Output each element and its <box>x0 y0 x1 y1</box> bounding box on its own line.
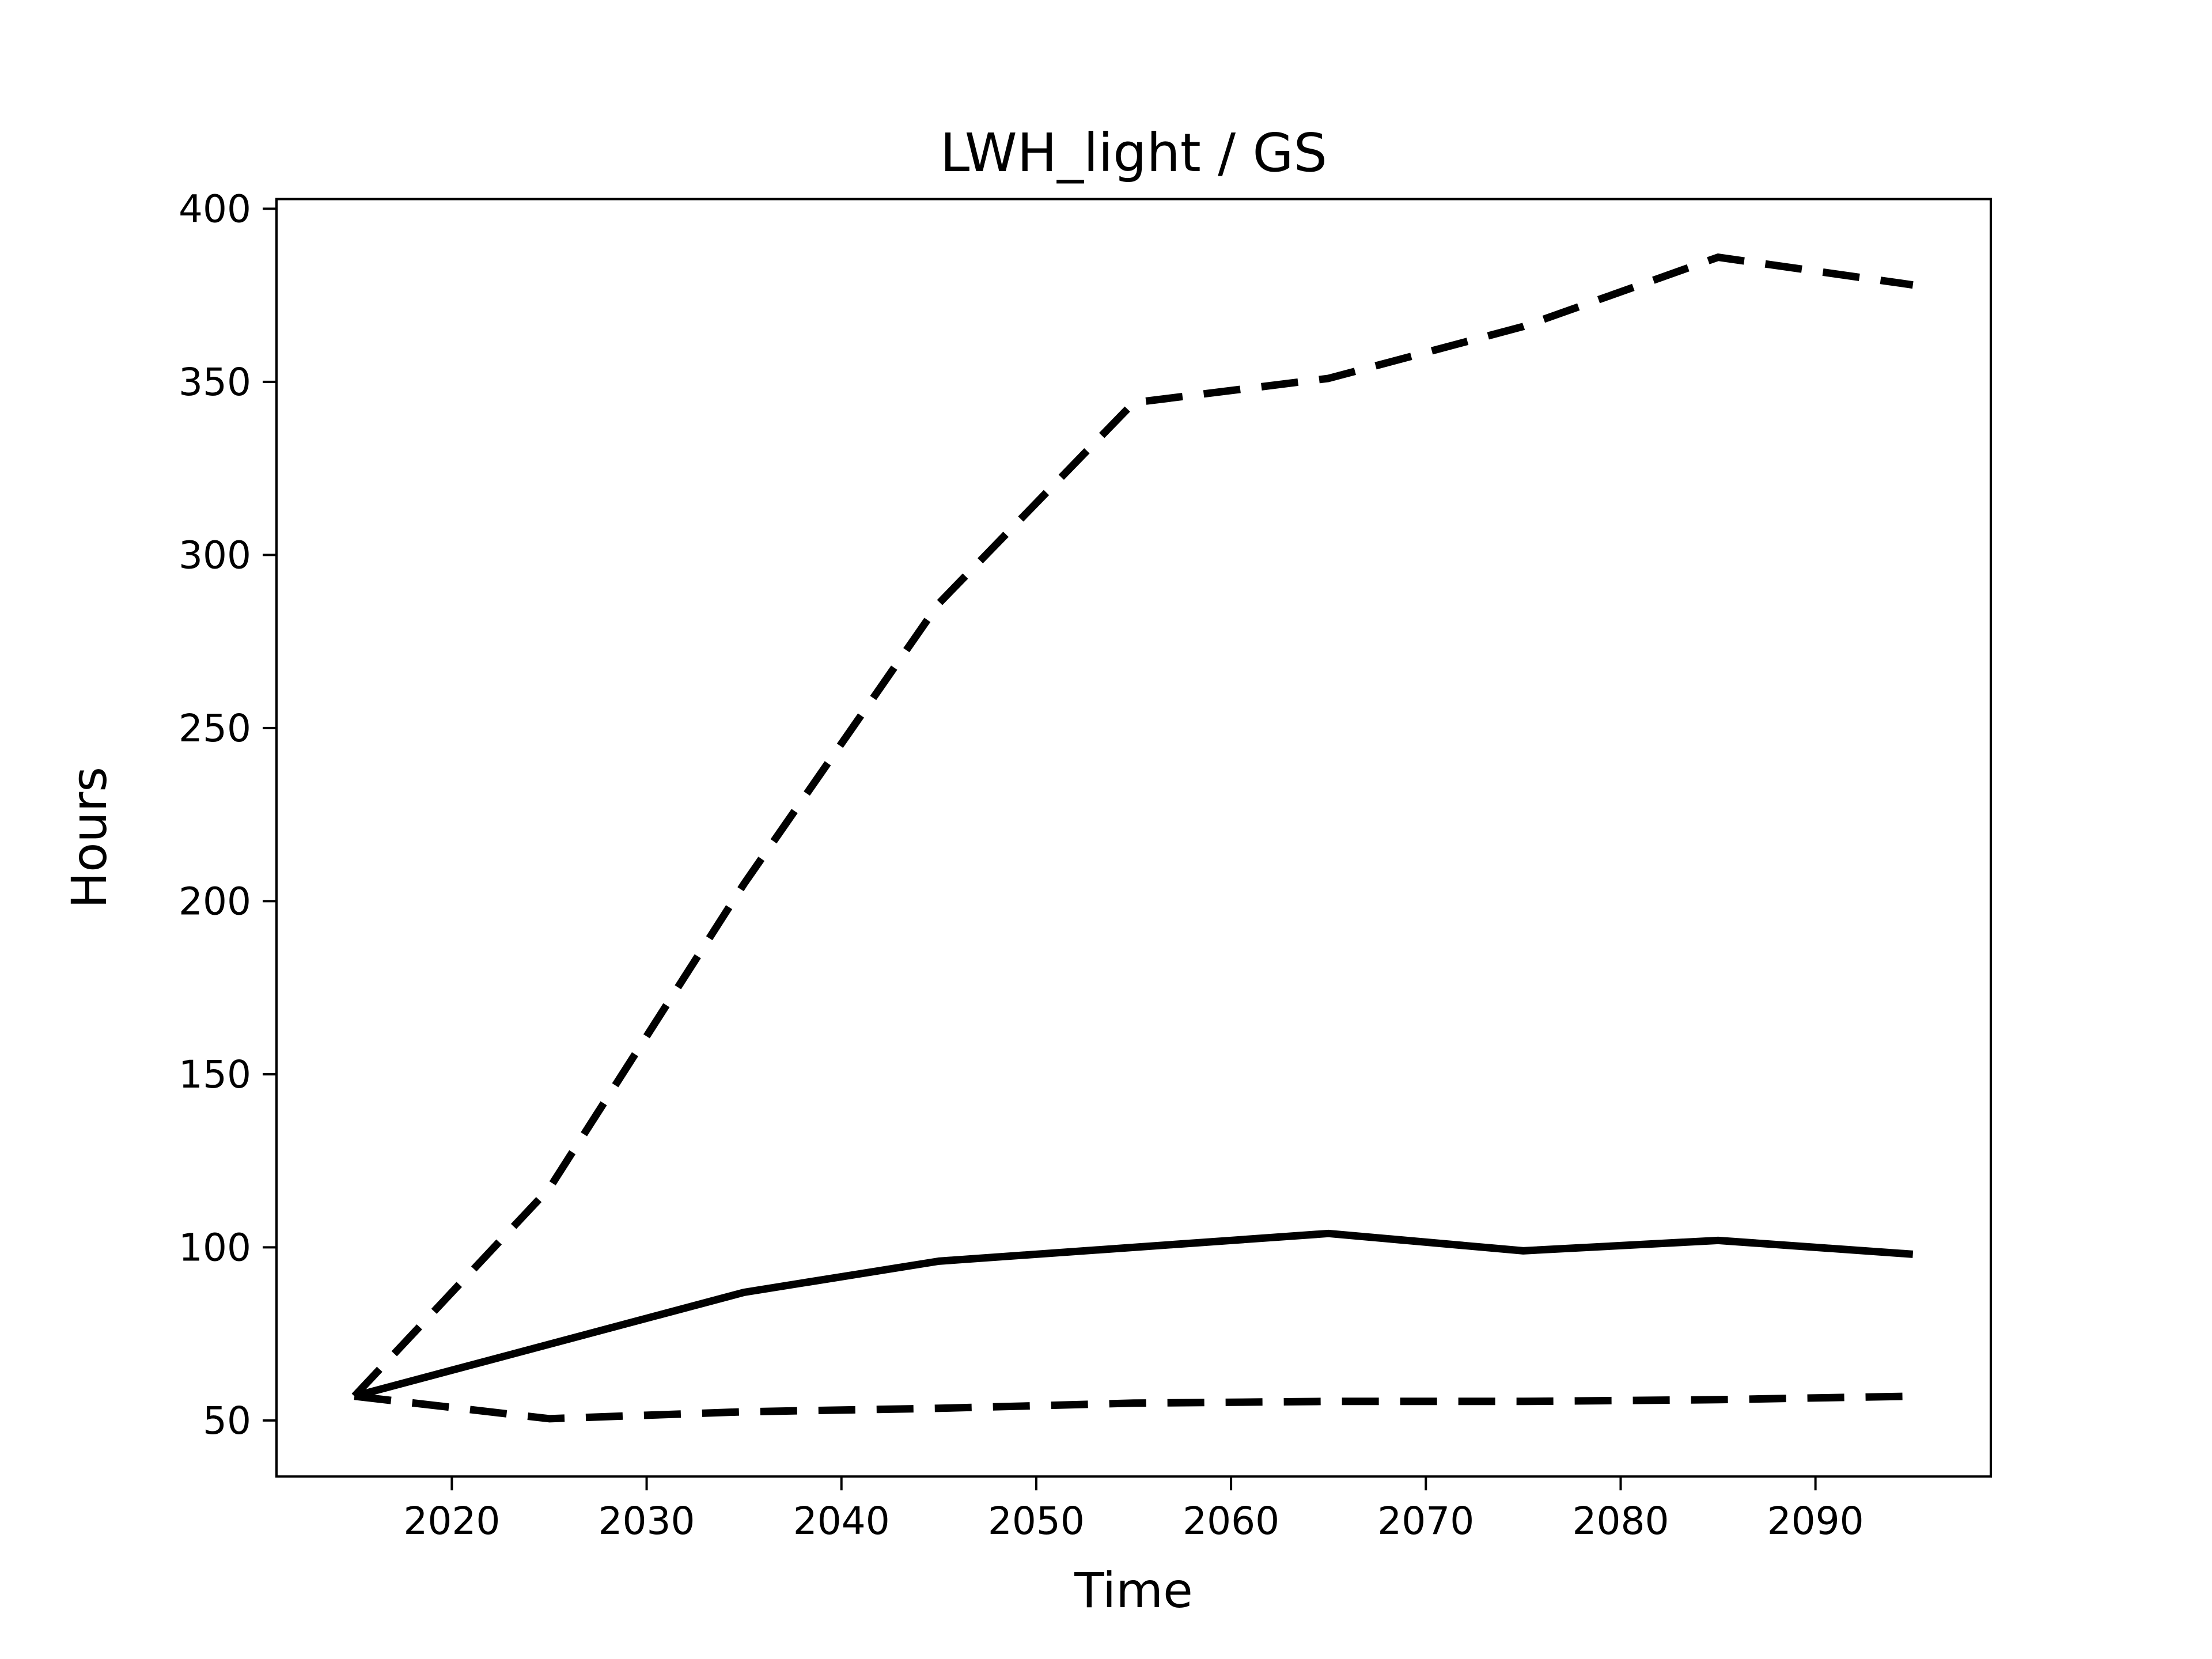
x-tick-label: 2060 <box>1183 1499 1279 1543</box>
plot-area-frame <box>275 198 1992 1478</box>
x-tick-label: 2070 <box>1377 1499 1474 1543</box>
x-tick-label: 2050 <box>988 1499 1085 1543</box>
series-line-lower-bound-dashed <box>354 1392 1913 1423</box>
x-tick-label: 2030 <box>599 1499 695 1543</box>
y-axis-label: Hours <box>61 766 118 909</box>
y-tick-label: 150 <box>179 1052 251 1097</box>
x-tick-label: 2090 <box>1767 1499 1864 1543</box>
series-line-upper-bound-dashed <box>351 253 1914 1399</box>
y-tick-label: 250 <box>179 706 251 751</box>
x-tick-label: 2080 <box>1572 1499 1669 1543</box>
y-tick-label: 300 <box>179 533 251 577</box>
y-tick-label: 200 <box>179 879 251 923</box>
series-line-mean-solid <box>353 1229 1914 1400</box>
chart-title: LWH_light / GS <box>940 122 1328 184</box>
x-tick-label: 2040 <box>793 1499 890 1543</box>
y-tick-label: 400 <box>179 187 251 231</box>
y-tick-label: 100 <box>179 1225 251 1270</box>
y-tick-label: 50 <box>203 1399 251 1443</box>
x-axis-label: Time <box>1074 1562 1193 1619</box>
y-tick-label: 350 <box>179 360 251 404</box>
x-tick-label: 2020 <box>403 1499 500 1543</box>
